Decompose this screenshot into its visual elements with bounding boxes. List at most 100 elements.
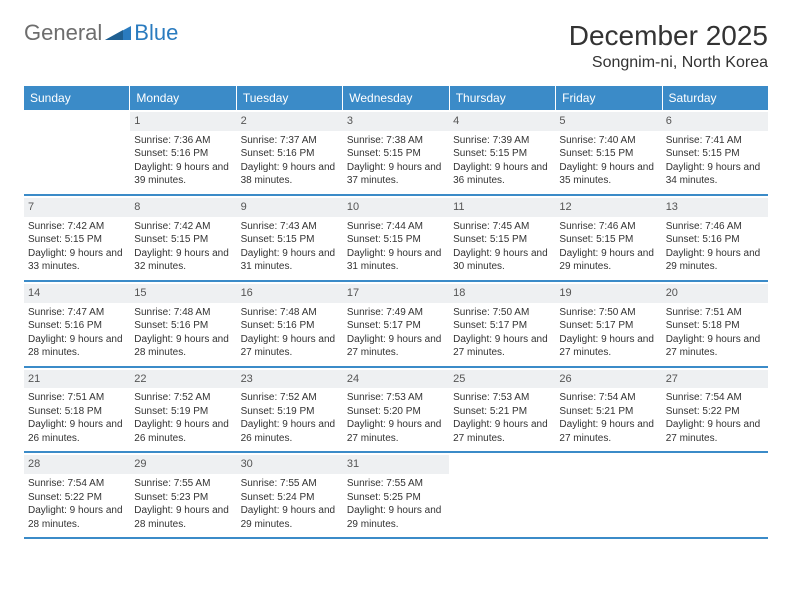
day-details: Sunrise: 7:44 AMSunset: 5:15 PMDaylight:… [347,220,445,274]
title-block: December 2025 Songnim-ni, North Korea [569,20,768,72]
day-details: Sunrise: 7:55 AMSunset: 5:24 PMDaylight:… [241,477,339,531]
day-number: 31 [343,455,449,474]
day-details: Sunrise: 7:45 AMSunset: 5:15 PMDaylight:… [453,220,551,274]
day-number: 29 [130,455,236,474]
weekday-header: Monday [130,86,236,110]
day-cell: 19 Sunrise: 7:50 AMSunset: 5:17 PMDayligh… [555,282,661,366]
logo-triangle-icon [105,20,131,46]
day-cell: 12 Sunrise: 7:46 AMSunset: 5:15 PMDayligh… [555,196,661,280]
day-number: 16 [237,284,343,303]
day-details: Sunrise: 7:46 AMSunset: 5:15 PMDaylight:… [559,220,657,274]
weekday-header: Friday [556,86,662,110]
day-cell: 10 Sunrise: 7:44 AMSunset: 5:15 PMDayligh… [343,196,449,280]
day-number: 25 [449,370,555,389]
day-number: 26 [555,370,661,389]
day-details: Sunrise: 7:47 AMSunset: 5:16 PMDaylight:… [28,306,126,360]
day-number: 4 [449,112,555,131]
day-number: 12 [555,198,661,217]
weekday-header: Tuesday [237,86,343,110]
day-cell [24,110,130,194]
day-cell: 11Sunrise: 7:45 AMSunset: 5:15 PMDayligh… [449,196,555,280]
day-cell: 14 Sunrise: 7:47 AMSunset: 5:16 PMDayligh… [24,282,130,366]
day-cell [449,453,555,537]
day-cell: 24 Sunrise: 7:53 AMSunset: 5:20 PMDayligh… [343,368,449,452]
day-cell: 8Sunrise: 7:42 AMSunset: 5:15 PMDaylight… [130,196,236,280]
day-details: Sunrise: 7:37 AMSunset: 5:16 PMDaylight:… [241,134,339,188]
day-number: 18 [449,284,555,303]
logo-text-blue: Blue [134,20,178,46]
week-row: 14 Sunrise: 7:47 AMSunset: 5:16 PMDayligh… [24,282,768,368]
day-number: 21 [24,370,130,389]
day-details: Sunrise: 7:53 AMSunset: 5:20 PMDaylight:… [347,391,445,445]
day-number: 24 [343,370,449,389]
day-cell: 27 Sunrise: 7:54 AMSunset: 5:22 PMDayligh… [662,368,768,452]
day-number: 7 [24,198,130,217]
header: General Blue December 2025 Songnim-ni, N… [24,20,768,72]
day-number: 5 [555,112,661,131]
day-cell: 18 Sunrise: 7:50 AMSunset: 5:17 PMDayligh… [449,282,555,366]
month-title: December 2025 [569,20,768,52]
day-details: Sunrise: 7:52 AMSunset: 5:19 PMDaylight:… [241,391,339,445]
week-row: 1 Sunrise: 7:36 AMSunset: 5:16 PMDaylight… [24,110,768,196]
day-cell: 9 Sunrise: 7:43 AMSunset: 5:15 PMDaylight… [237,196,343,280]
day-cell [555,453,661,537]
day-details: Sunrise: 7:54 AMSunset: 5:21 PMDaylight:… [559,391,657,445]
day-number: 28 [24,455,130,474]
day-cell: 5 Sunrise: 7:40 AMSunset: 5:15 PMDaylight… [555,110,661,194]
day-number: 20 [662,284,768,303]
day-number: 6 [662,112,768,131]
day-details: Sunrise: 7:50 AMSunset: 5:17 PMDaylight:… [453,306,551,360]
day-details: Sunrise: 7:36 AMSunset: 5:16 PMDaylight:… [134,134,232,188]
day-details: Sunrise: 7:46 AMSunset: 5:16 PMDaylight:… [666,220,764,274]
day-details: Sunrise: 7:43 AMSunset: 5:15 PMDaylight:… [241,220,339,274]
day-cell: 28 Sunrise: 7:54 AMSunset: 5:22 PMDayligh… [24,453,130,537]
logo: General Blue [24,20,178,46]
day-cell: 29 Sunrise: 7:55 AMSunset: 5:23 PMDayligh… [130,453,236,537]
day-details: Sunrise: 7:42 AMSunset: 5:15 PMDaylight:… [28,220,126,274]
day-number: 23 [237,370,343,389]
day-details: Sunrise: 7:55 AMSunset: 5:23 PMDaylight:… [134,477,232,531]
day-number: 19 [555,284,661,303]
location: Songnim-ni, North Korea [569,54,768,72]
day-cell: 4Sunrise: 7:39 AMSunset: 5:15 PMDaylight… [449,110,555,194]
day-details: Sunrise: 7:38 AMSunset: 5:15 PMDaylight:… [347,134,445,188]
day-details: Sunrise: 7:52 AMSunset: 5:19 PMDaylight:… [134,391,232,445]
day-details: Sunrise: 7:40 AMSunset: 5:15 PMDaylight:… [559,134,657,188]
day-number: 17 [343,284,449,303]
day-details: Sunrise: 7:48 AMSunset: 5:16 PMDaylight:… [241,306,339,360]
day-details: Sunrise: 7:51 AMSunset: 5:18 PMDaylight:… [28,391,126,445]
day-cell: 3 Sunrise: 7:38 AMSunset: 5:15 PMDaylight… [343,110,449,194]
day-details: Sunrise: 7:42 AMSunset: 5:15 PMDaylight:… [134,220,232,274]
day-number: 9 [237,198,343,217]
day-cell: 17 Sunrise: 7:49 AMSunset: 5:17 PMDayligh… [343,282,449,366]
day-number: 1 [130,112,236,131]
day-cell: 25 Sunrise: 7:53 AMSunset: 5:21 PMDayligh… [449,368,555,452]
day-cell: 7 Sunrise: 7:42 AMSunset: 5:15 PMDaylight… [24,196,130,280]
day-details: Sunrise: 7:50 AMSunset: 5:17 PMDaylight:… [559,306,657,360]
day-details: Sunrise: 7:54 AMSunset: 5:22 PMDaylight:… [28,477,126,531]
day-number: 27 [662,370,768,389]
week-row: 21 Sunrise: 7:51 AMSunset: 5:18 PMDayligh… [24,368,768,454]
weekday-header: Sunday [24,86,130,110]
day-number: 10 [343,198,449,217]
day-number: 3 [343,112,449,131]
day-details: Sunrise: 7:41 AMSunset: 5:15 PMDaylight:… [666,134,764,188]
day-details: Sunrise: 7:51 AMSunset: 5:18 PMDaylight:… [666,306,764,360]
day-details: Sunrise: 7:54 AMSunset: 5:22 PMDaylight:… [666,391,764,445]
day-cell [662,453,768,537]
day-number: 14 [24,284,130,303]
day-cell: 21 Sunrise: 7:51 AMSunset: 5:18 PMDayligh… [24,368,130,452]
day-cell: 15 Sunrise: 7:48 AMSunset: 5:16 PMDayligh… [130,282,236,366]
day-cell: 13Sunrise: 7:46 AMSunset: 5:16 PMDayligh… [662,196,768,280]
day-details: Sunrise: 7:49 AMSunset: 5:17 PMDaylight:… [347,306,445,360]
day-cell: 23 Sunrise: 7:52 AMSunset: 5:19 PMDayligh… [237,368,343,452]
day-details: Sunrise: 7:53 AMSunset: 5:21 PMDaylight:… [453,391,551,445]
day-number: 15 [130,284,236,303]
day-cell: 20 Sunrise: 7:51 AMSunset: 5:18 PMDayligh… [662,282,768,366]
day-details: Sunrise: 7:48 AMSunset: 5:16 PMDaylight:… [134,306,232,360]
day-cell: 1 Sunrise: 7:36 AMSunset: 5:16 PMDaylight… [130,110,236,194]
weekday-header: Wednesday [343,86,449,110]
day-cell: 31Sunrise: 7:55 AMSunset: 5:25 PMDayligh… [343,453,449,537]
calendar: SundayMondayTuesdayWednesdayThursdayFrid… [24,86,768,539]
day-cell: 6 Sunrise: 7:41 AMSunset: 5:15 PMDaylight… [662,110,768,194]
